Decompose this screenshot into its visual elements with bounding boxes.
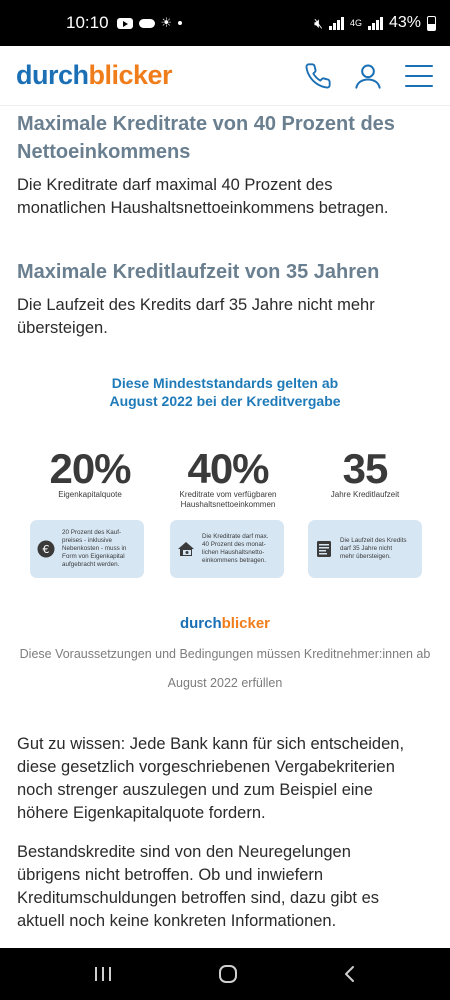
home-icon[interactable] [217, 963, 239, 985]
cloud-icon [138, 18, 155, 28]
stat-label: Jahre Kreditlaufzeit [305, 490, 425, 500]
notification-dot-icon [178, 21, 183, 25]
euro-coin-icon: € [36, 539, 56, 559]
stat-card: Die Laufzeit des Kredits darf 35 Jahre n… [308, 520, 422, 578]
site-logo[interactable]: durchblicker [16, 60, 173, 91]
logo-part2: blicker [221, 615, 271, 632]
image-caption: Diese Voraussetzungen und Bedingungen mü… [14, 640, 436, 698]
heading-line: Maximale Kreditrate von 40 Prozent des [17, 113, 395, 135]
stat-value: 20% [49, 445, 131, 492]
card-line: darf 35 Jahre nicht [340, 545, 393, 552]
stat-value: 40% [187, 445, 269, 492]
youtube-icon [116, 17, 133, 29]
mute-icon: 🔇︎ [314, 14, 323, 31]
house-money-icon [176, 539, 196, 559]
infographic-logo: durchblicker [0, 615, 450, 632]
infographic-title-line: Diese Mindeststandards gelten ab [111, 375, 339, 391]
stat-value: 35 [342, 445, 389, 492]
calendar-document-icon [314, 539, 334, 559]
logo-part1: durch [179, 615, 222, 632]
logo-part2: blicker [88, 60, 173, 90]
battery-icon [427, 15, 436, 31]
body-line: übersteigen. [17, 319, 108, 337]
heading-line: Maximale Kreditlaufzeit von 35 Jahren [17, 261, 380, 283]
user-icon[interactable] [354, 62, 382, 90]
card-line: einkommens betragen. [202, 557, 267, 564]
stat-label-line: Haushaltsnettoeinkommen [180, 500, 276, 509]
paragraph-line: übrigens nicht betroffen. Ob und inwiefe… [17, 866, 324, 884]
paragraph-line: diese gesetzlich vorgeschriebenen Vergab… [17, 758, 395, 776]
caption-line: August 2022 erfüllen [167, 676, 283, 690]
card-line: mehr übersteigen. [340, 553, 391, 560]
card-line: Form von Eigenkapital [62, 553, 125, 560]
status-time: 10:10 [66, 13, 109, 32]
phone-icon[interactable] [304, 62, 332, 90]
back-icon[interactable] [342, 964, 358, 984]
section-heading: Maximale Kreditlaufzeit von 35 Jahren [17, 258, 447, 286]
status-bar: 10:10 ☀ 🔇︎ 4G 43% [0, 0, 450, 46]
body-line: Die Kreditrate darf maximal 40 Prozent d… [17, 176, 333, 194]
infographic-title: Diese Mindeststandards gelten ab August … [0, 374, 450, 410]
paragraph-line: Kreditumschuldungen betroffen sind, dazu… [17, 889, 380, 907]
infographic-title-line: August 2022 bei der Kreditvergabe [109, 393, 341, 409]
paragraph-line: höhere Eigenkapitalquote fordern. [17, 804, 266, 822]
paragraph-line: noch strenger auszulegen und zum Beispie… [17, 781, 373, 799]
section-heading: Maximale Kreditrate von 40 Prozent des N… [17, 110, 447, 166]
stat-label: Kreditrate vom verfügbaren Haushaltsnett… [160, 490, 296, 510]
section-body: Die Kreditrate darf maximal 40 Prozent d… [17, 174, 447, 220]
stat-card: € 20 Prozent des Kauf- preises - inklusi… [30, 520, 144, 578]
site-header: durchblicker [0, 46, 450, 106]
menu-icon[interactable] [404, 62, 434, 90]
stat-card: Die Kreditrate darf max. 40 Prozent des … [170, 520, 284, 578]
card-line: lichen Haushaltsnetto- [202, 549, 265, 556]
logo-part1: durch [16, 60, 89, 90]
paragraph: Bestandskredite sind von den Neuregelung… [17, 841, 442, 933]
signal-icon-2 [367, 16, 383, 30]
body-line: monatlichen Haushaltsnettoeinkommens bet… [17, 199, 389, 217]
network-type: 4G [349, 18, 362, 28]
card-line: 20 Prozent des Kauf- [62, 529, 122, 536]
card-line: 40 Prozent des monat- [202, 541, 266, 548]
stat-label-line: Kreditrate vom verfügbaren [179, 490, 277, 499]
card-text: 20 Prozent des Kauf- preises - inklusive… [62, 529, 126, 569]
system-nav-bar [0, 948, 450, 1000]
card-line: Die Kreditrate darf max. [202, 533, 269, 540]
paragraph-line: Bestandskredite sind von den Neuregelung… [17, 843, 351, 861]
signal-icon [328, 16, 344, 30]
stat-label: Eigenkapitalquote [30, 490, 150, 500]
paragraph-line: Gut zu wissen: Jede Bank kann für sich e… [17, 735, 405, 753]
paragraph: Gut zu wissen: Jede Bank kann für sich e… [17, 733, 442, 825]
section-body: Die Laufzeit des Kredits darf 35 Jahre n… [17, 294, 447, 340]
card-text: Die Kreditrate darf max. 40 Prozent des … [202, 533, 269, 565]
svg-text:€: € [43, 543, 50, 556]
card-line: preises - inklusive [62, 537, 113, 544]
weather-icon: ☀ [160, 15, 173, 30]
stat-label-line: Jahre Kreditlaufzeit [330, 490, 400, 499]
body-line: Die Laufzeit des Kredits darf 35 Jahre n… [17, 296, 375, 314]
card-line: Die Laufzeit des Kredits [340, 537, 407, 544]
paragraph-line: aktuell noch keine konkreten Information… [17, 912, 337, 930]
battery-percentage: 43% [388, 14, 421, 31]
card-line: Nebenkosten - muss in [62, 545, 127, 552]
card-line: aufgebracht werden. [62, 561, 120, 568]
card-text: Die Laufzeit des Kredits darf 35 Jahre n… [340, 537, 407, 561]
heading-line: Nettoeinkommens [17, 141, 191, 163]
caption-line: Diese Voraussetzungen und Bedingungen mü… [19, 647, 431, 661]
recent-apps-icon[interactable] [92, 964, 114, 984]
stat-label-line: Eigenkapitalquote [58, 490, 122, 499]
